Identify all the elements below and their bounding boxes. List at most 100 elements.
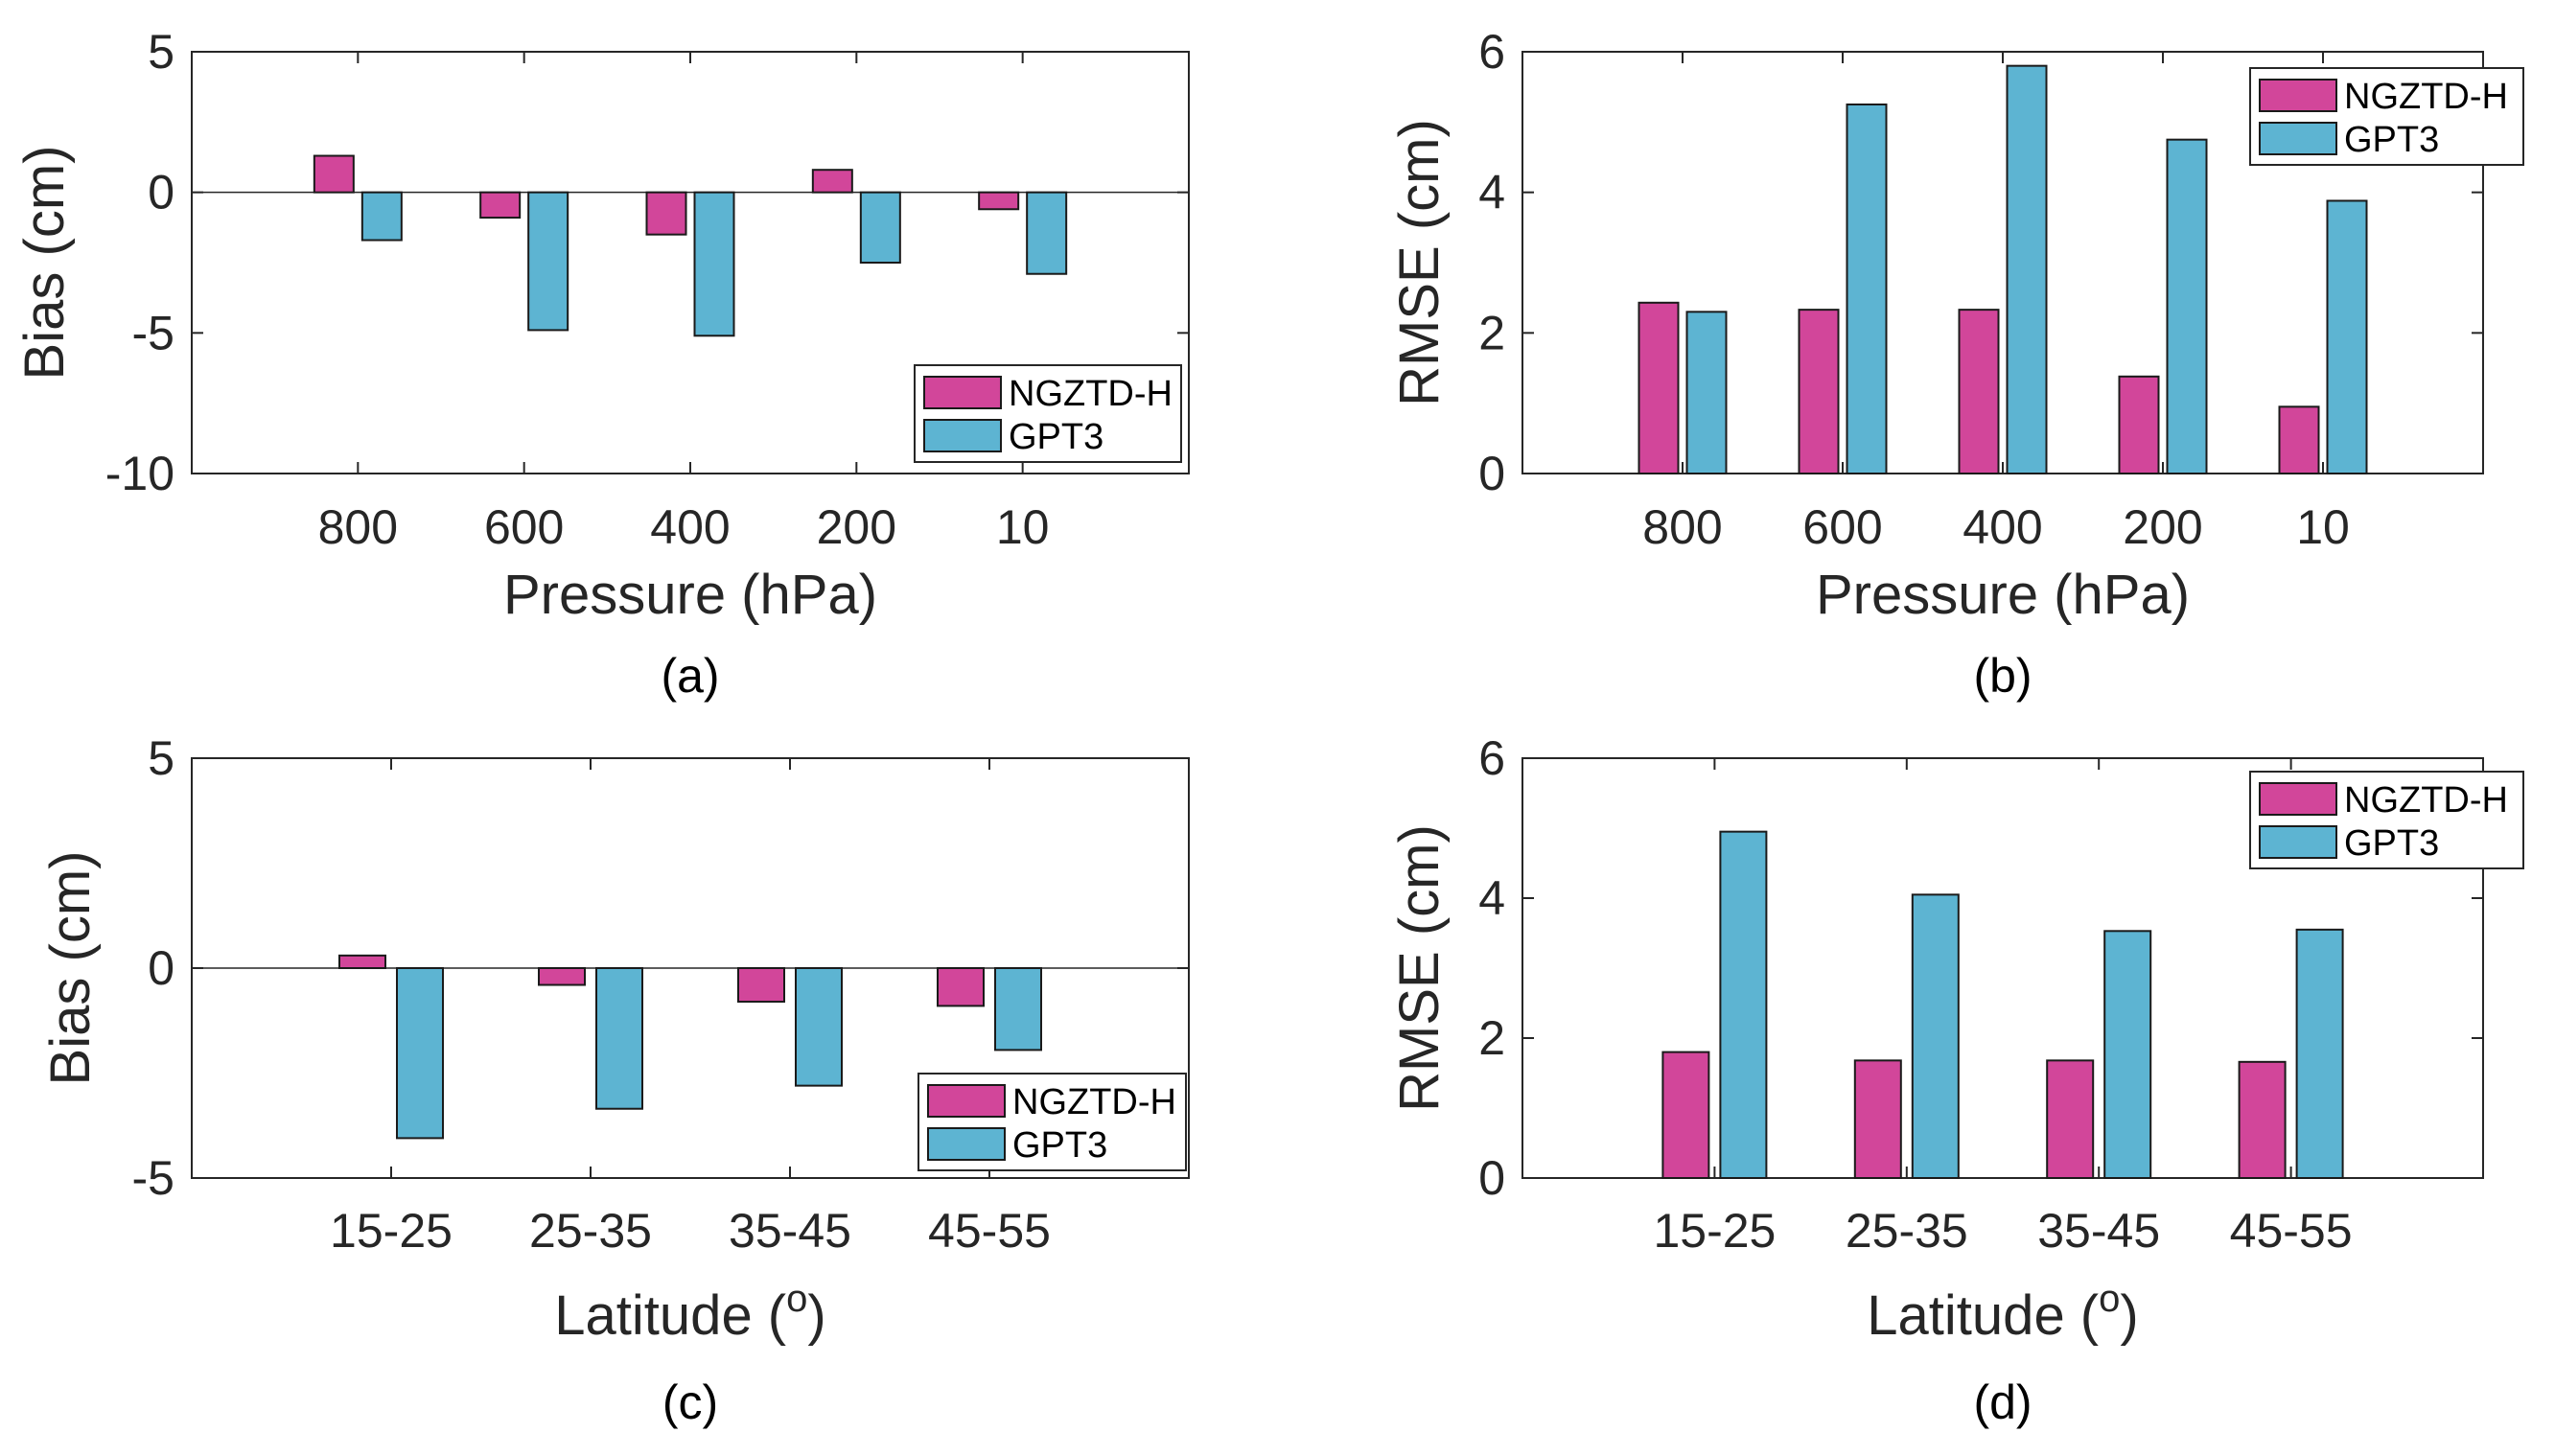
x-axis-label: Latitude (o) xyxy=(554,1278,825,1347)
legend-swatch-ngztd-h xyxy=(927,1084,1006,1118)
y-axis-label: RMSE (cm) xyxy=(1388,824,1451,1112)
bar-gpt3-200 xyxy=(2166,138,2208,475)
bar-gpt3-35-45 xyxy=(795,967,843,1087)
bar-ngztd-h-35-45 xyxy=(737,967,785,1004)
x-axis-label: Latitude (o) xyxy=(1867,1278,2138,1347)
y-tick-label: 0 xyxy=(148,166,174,220)
chart-panel-a: 5 0 -5 -10 800 600 400 200 10 Bias (cm) Pressure (… xyxy=(13,25,1190,703)
chart-panel-b: 6 4 2 0 800 600 400 200 10 RMSE (cm) Pressure (hPa… xyxy=(1388,25,2524,703)
x-axis-label-main: Latitude ( xyxy=(554,1284,786,1347)
x-tick-label: 15-25 xyxy=(1653,1204,1776,1258)
x-axis-label: Pressure (hPa) xyxy=(1816,564,2190,626)
bar-ngztd-h-600 xyxy=(479,191,522,220)
bar-ngztd-h-600 xyxy=(1798,309,1840,474)
y-tick-label: 6 xyxy=(1478,731,1505,785)
y-tick-label: 5 xyxy=(148,731,174,785)
x-axis-label-main: Latitude ( xyxy=(1867,1284,2099,1347)
bar-ngztd-h-400 xyxy=(645,191,687,236)
x-tick-label: 45-55 xyxy=(928,1204,1051,1258)
bar-gpt3-45-55 xyxy=(994,967,1042,1052)
x-tick-label: 200 xyxy=(817,500,896,554)
legend-label-gpt3: GPT3 xyxy=(1012,1125,1107,1166)
legend-swatch-gpt3 xyxy=(2259,825,2337,859)
x-tick-label: 25-35 xyxy=(529,1204,652,1258)
panel-label: (b) xyxy=(1973,649,2032,703)
bar-ngztd-h-45-55 xyxy=(2238,1060,2287,1179)
x-tick-label: 400 xyxy=(1963,500,2042,554)
bar-gpt3-400 xyxy=(693,191,735,337)
bar-ngztd-h-45-55 xyxy=(937,967,985,1007)
x-tick-label: 15-25 xyxy=(330,1204,453,1258)
legend-swatch-gpt3 xyxy=(2259,122,2337,155)
x-tick-label: 600 xyxy=(484,500,564,554)
bar-gpt3-200 xyxy=(859,191,901,265)
y-tick-label: 4 xyxy=(1478,871,1505,925)
bar-gpt3-400 xyxy=(2006,64,2048,475)
x-tick-label: 35-45 xyxy=(2037,1204,2160,1258)
legend-label-gpt3: GPT3 xyxy=(1009,417,1103,457)
y-tick-label: 0 xyxy=(1478,1151,1505,1205)
x-tick-label: 10 xyxy=(996,500,1050,554)
y-axis-label: Bias (cm) xyxy=(39,851,102,1086)
y-tick-label: 0 xyxy=(1478,447,1505,500)
bar-gpt3-15-25 xyxy=(396,967,444,1140)
x-tick-label: 600 xyxy=(1802,500,1882,554)
bar-ngztd-h-10 xyxy=(978,191,1020,211)
x-axis-label-close: ) xyxy=(2120,1284,2138,1347)
bar-gpt3-25-35 xyxy=(595,967,643,1110)
x-axis-label-degree-superscript: o xyxy=(786,1278,807,1320)
chart-panel-c: 5 0 -5 15-25 25-35 35-45 45-55 Bias (cm) Latitud… xyxy=(39,731,1190,1429)
legend-swatch-ngztd-h xyxy=(2259,79,2337,112)
x-tick-label: 10 xyxy=(2296,500,2350,554)
x-tick-label: 200 xyxy=(2123,500,2202,554)
legend-swatch-ngztd-h xyxy=(2259,782,2337,816)
bar-ngztd-h-15-25 xyxy=(338,954,386,969)
legend-label-gpt3: GPT3 xyxy=(2344,823,2439,864)
bar-ngztd-h-400 xyxy=(1958,309,2000,474)
bar-gpt3-800 xyxy=(360,191,403,242)
bar-ngztd-h-800 xyxy=(1638,301,1680,474)
y-tick-label: -10 xyxy=(105,447,174,500)
y-tick-label: 4 xyxy=(1478,166,1505,220)
bar-gpt3-35-45 xyxy=(2103,930,2152,1179)
bar-gpt3-45-55 xyxy=(2295,928,2344,1179)
panel-label: (a) xyxy=(661,649,719,703)
legend-swatch-ngztd-h xyxy=(923,376,1002,409)
x-tick-label: 800 xyxy=(318,500,398,554)
bar-ngztd-h-10 xyxy=(2278,405,2320,475)
bar-ngztd-h-25-35 xyxy=(1853,1059,1902,1179)
bar-gpt3-600 xyxy=(1846,104,1888,474)
x-axis-label-close: ) xyxy=(807,1284,825,1347)
legend-label-ngztd-h: NGZTD-H xyxy=(1012,1082,1176,1122)
y-tick-label: 2 xyxy=(1478,306,1505,359)
legend-swatch-gpt3 xyxy=(927,1127,1006,1161)
legend-label-gpt3: GPT3 xyxy=(2344,120,2439,160)
y-axis-label: Bias (cm) xyxy=(13,146,76,381)
bar-gpt3-800 xyxy=(1685,311,1728,475)
bar-ngztd-h-200 xyxy=(811,169,853,194)
y-tick-label: -5 xyxy=(132,1151,174,1205)
bar-ngztd-h-35-45 xyxy=(2046,1059,2095,1179)
legend-label-ngztd-h: NGZTD-H xyxy=(2344,780,2508,820)
bar-ngztd-h-15-25 xyxy=(1661,1051,1710,1179)
legend-label-ngztd-h: NGZTD-H xyxy=(2344,77,2508,117)
bar-gpt3-600 xyxy=(527,191,569,332)
chart-panel-d: 6 4 2 0 15-25 25-35 35-45 45-55 RMSE (cm) Latitud… xyxy=(1388,731,2524,1429)
panel-label: (c) xyxy=(662,1375,718,1429)
bar-ngztd-h-800 xyxy=(313,154,355,194)
y-tick-label: 0 xyxy=(148,941,174,995)
x-axis-label: Pressure (hPa) xyxy=(503,564,877,626)
y-tick-label: -5 xyxy=(132,306,174,359)
bar-ngztd-h-200 xyxy=(2118,375,2160,474)
bar-gpt3-15-25 xyxy=(1719,830,1768,1180)
bar-ngztd-h-25-35 xyxy=(538,967,586,986)
x-tick-label: 35-45 xyxy=(729,1204,851,1258)
bar-gpt3-25-35 xyxy=(1911,893,1960,1179)
y-tick-label: 5 xyxy=(148,25,174,79)
y-tick-label: 2 xyxy=(1478,1011,1505,1065)
